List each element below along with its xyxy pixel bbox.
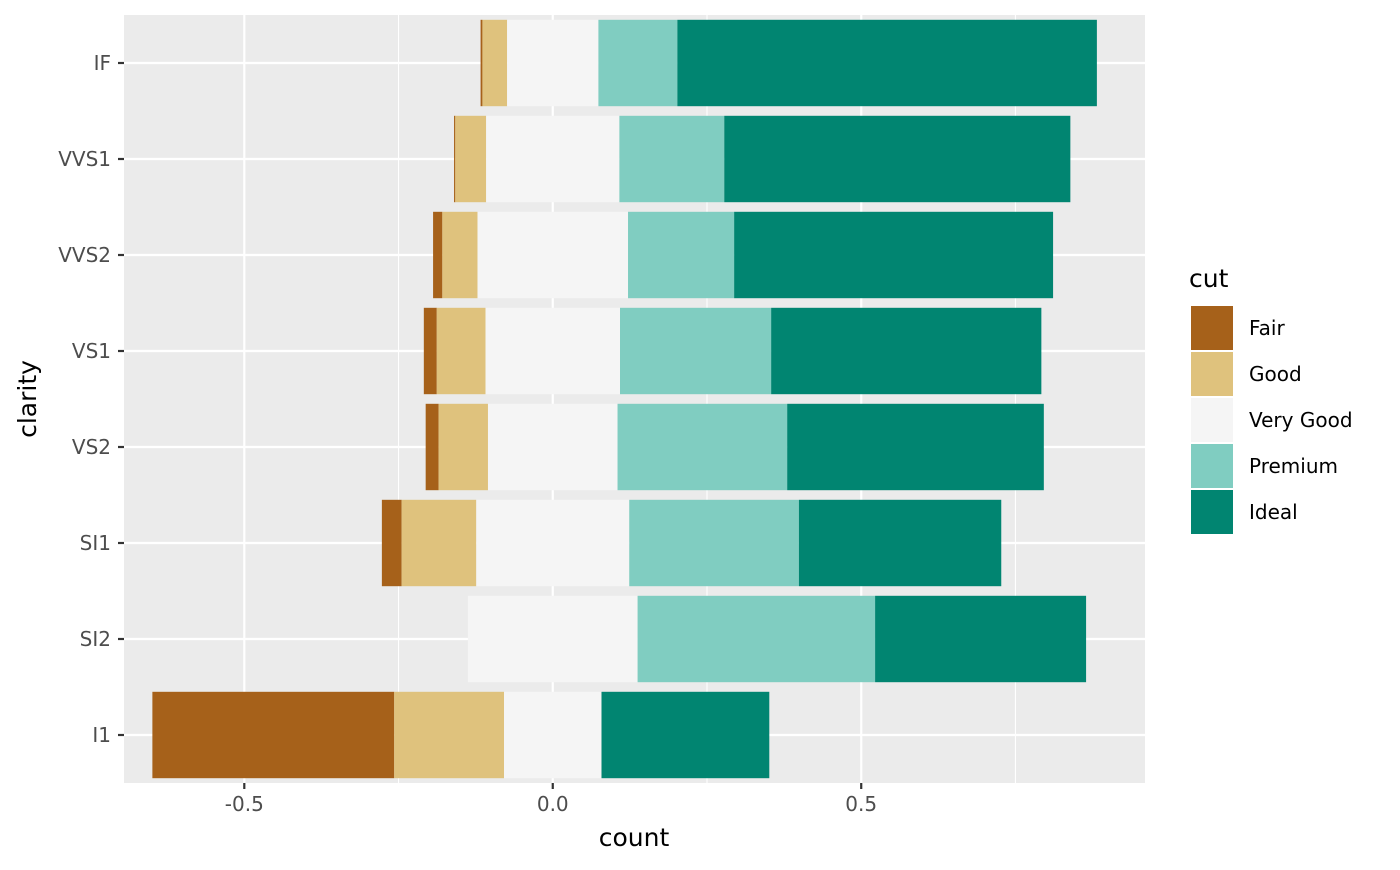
- legend: cut Fair Good Very Good Premium Ideal: [1189, 264, 1353, 536]
- x-tick-label: 0.0: [537, 792, 569, 816]
- bar-premium: [628, 211, 735, 299]
- legend-label: Ideal: [1249, 500, 1298, 524]
- bars-layer: [152, 19, 1097, 779]
- bar-very-good: [504, 691, 602, 779]
- y-tick-label: VS2: [72, 435, 111, 459]
- y-tick-label: I1: [92, 723, 111, 747]
- bar-fair: [423, 307, 437, 395]
- bar-very-good: [485, 307, 621, 395]
- bar-ideal: [734, 211, 1054, 299]
- bar-good: [442, 211, 478, 299]
- bar-fair: [425, 403, 439, 491]
- legend-key-very-good: [1189, 396, 1235, 444]
- legend-key-premium: [1189, 442, 1235, 490]
- bar-premium: [629, 499, 799, 587]
- legend-key-fair: [1189, 304, 1235, 352]
- bar-fair: [433, 211, 443, 299]
- bar-ideal: [787, 403, 1044, 491]
- axis-layer: IF VVS1 VVS2 VS1 VS2 SI1 SI2 I1 -0.5 0.0 0.5: [58, 51, 877, 816]
- legend-label: Good: [1249, 362, 1302, 386]
- bar-very-good: [487, 403, 618, 491]
- bar-good: [455, 115, 487, 203]
- bar-premium: [617, 403, 788, 491]
- legend-key-good: [1189, 350, 1235, 398]
- bar-premium: [619, 115, 725, 203]
- x-axis-title: count: [599, 823, 670, 852]
- y-tick-label: SI2: [80, 627, 111, 651]
- y-tick-label: VVS2: [58, 243, 111, 267]
- bar-fair: [152, 691, 395, 779]
- legend-label: Very Good: [1249, 408, 1353, 432]
- legend-label: Premium: [1249, 454, 1338, 478]
- y-tick-label: IF: [94, 51, 111, 75]
- bar-ideal: [601, 691, 770, 779]
- bar-fair: [381, 499, 402, 587]
- y-tick-label: VVS1: [58, 147, 111, 171]
- bar-premium: [637, 595, 876, 683]
- bar-very-good: [486, 115, 620, 203]
- bar-premium: [620, 307, 772, 395]
- bar-very-good: [467, 595, 638, 683]
- legend-key-ideal: [1189, 488, 1235, 536]
- y-tick-label: VS1: [72, 339, 111, 363]
- bar-very-good: [476, 499, 630, 587]
- bar-ideal: [875, 595, 1087, 683]
- y-axis-title: clarity: [13, 360, 42, 438]
- y-tick-label: SI1: [80, 531, 111, 555]
- legend-title: cut: [1189, 264, 1229, 293]
- bar-ideal: [724, 115, 1071, 203]
- bar-very-good: [477, 211, 629, 299]
- bar-premium: [598, 19, 678, 107]
- bar-ideal: [798, 499, 1002, 587]
- bar-good: [436, 307, 486, 395]
- bar-fair: [480, 19, 483, 107]
- x-tick-label: -0.5: [225, 792, 264, 816]
- legend-label: Fair: [1249, 316, 1285, 340]
- bar-ideal: [677, 19, 1097, 107]
- bar-good: [438, 403, 488, 491]
- bar-ideal: [771, 307, 1042, 395]
- bar-fair: [454, 115, 456, 203]
- bar-good: [394, 691, 505, 779]
- bar-good: [482, 19, 508, 107]
- bar-good: [401, 499, 477, 587]
- x-tick-label: 0.5: [845, 792, 877, 816]
- bar-very-good: [507, 19, 599, 107]
